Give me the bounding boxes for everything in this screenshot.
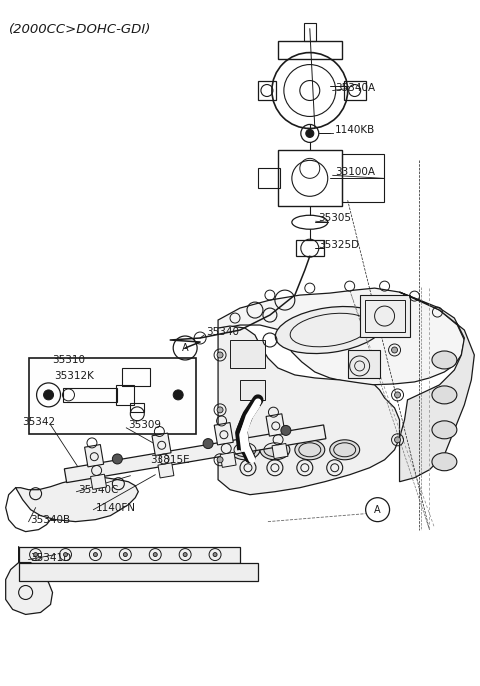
Ellipse shape — [432, 386, 457, 404]
Circle shape — [183, 553, 187, 556]
Circle shape — [217, 457, 223, 463]
Ellipse shape — [432, 351, 457, 369]
Circle shape — [123, 553, 127, 556]
Text: 35312K: 35312K — [55, 371, 95, 381]
Polygon shape — [399, 292, 474, 482]
Bar — [62, 388, 117, 402]
Bar — [240, 380, 265, 400]
Text: 35340B: 35340B — [31, 514, 71, 525]
Circle shape — [217, 407, 223, 413]
Circle shape — [395, 392, 400, 398]
Bar — [278, 150, 342, 206]
Text: 35305: 35305 — [318, 213, 351, 223]
Bar — [344, 80, 366, 100]
Circle shape — [395, 437, 400, 442]
Text: 35340A: 35340A — [335, 82, 375, 93]
Circle shape — [153, 553, 157, 556]
Ellipse shape — [295, 440, 325, 460]
Text: 1140KB: 1140KB — [335, 126, 375, 135]
Circle shape — [34, 553, 37, 556]
Polygon shape — [266, 414, 285, 436]
Circle shape — [392, 347, 397, 353]
Bar — [258, 80, 276, 100]
Text: 33815E: 33815E — [150, 455, 190, 464]
Text: 35325D: 35325D — [318, 240, 359, 250]
Circle shape — [217, 352, 223, 358]
Circle shape — [173, 390, 183, 400]
Bar — [304, 23, 316, 40]
Circle shape — [63, 553, 68, 556]
Text: (2000CC>DOHC-GDI): (2000CC>DOHC-GDI) — [9, 23, 151, 36]
Polygon shape — [16, 477, 138, 521]
Bar — [116, 385, 134, 405]
Text: 35309: 35309 — [128, 420, 161, 430]
Text: 35340: 35340 — [206, 327, 239, 337]
Text: 35341D: 35341D — [31, 552, 72, 563]
Text: 35340C: 35340C — [78, 485, 119, 495]
Circle shape — [281, 425, 291, 436]
Bar — [122, 368, 150, 386]
Bar — [230, 340, 265, 368]
Ellipse shape — [330, 440, 360, 460]
Circle shape — [203, 438, 213, 449]
Text: 35310: 35310 — [52, 355, 85, 365]
Circle shape — [94, 553, 97, 556]
Circle shape — [306, 130, 314, 137]
Polygon shape — [158, 463, 174, 478]
Circle shape — [44, 390, 54, 400]
Bar — [365, 300, 405, 332]
Text: 1140FN: 1140FN — [96, 503, 135, 512]
Bar — [348, 350, 380, 378]
Bar — [258, 168, 280, 189]
Text: 33100A: 33100A — [335, 167, 375, 178]
Ellipse shape — [260, 440, 290, 460]
Circle shape — [112, 454, 122, 464]
Text: A: A — [182, 343, 189, 353]
Polygon shape — [272, 443, 288, 459]
Bar — [360, 295, 409, 337]
Polygon shape — [218, 326, 399, 495]
Bar — [19, 563, 258, 580]
Bar — [19, 547, 240, 563]
Bar — [29, 358, 196, 434]
Polygon shape — [6, 547, 52, 615]
Ellipse shape — [432, 421, 457, 439]
Text: A: A — [374, 505, 381, 514]
Bar — [130, 403, 144, 412]
Ellipse shape — [230, 440, 260, 460]
Polygon shape — [64, 425, 326, 483]
Polygon shape — [152, 433, 171, 456]
Polygon shape — [84, 445, 104, 467]
Ellipse shape — [276, 307, 384, 353]
Polygon shape — [91, 474, 107, 489]
Bar — [342, 154, 384, 202]
Circle shape — [213, 553, 217, 556]
Polygon shape — [218, 288, 464, 385]
Ellipse shape — [432, 453, 457, 471]
Bar — [278, 40, 342, 58]
Bar — [296, 240, 324, 256]
Text: 35342: 35342 — [23, 417, 56, 427]
Polygon shape — [220, 452, 236, 467]
Polygon shape — [214, 423, 233, 445]
